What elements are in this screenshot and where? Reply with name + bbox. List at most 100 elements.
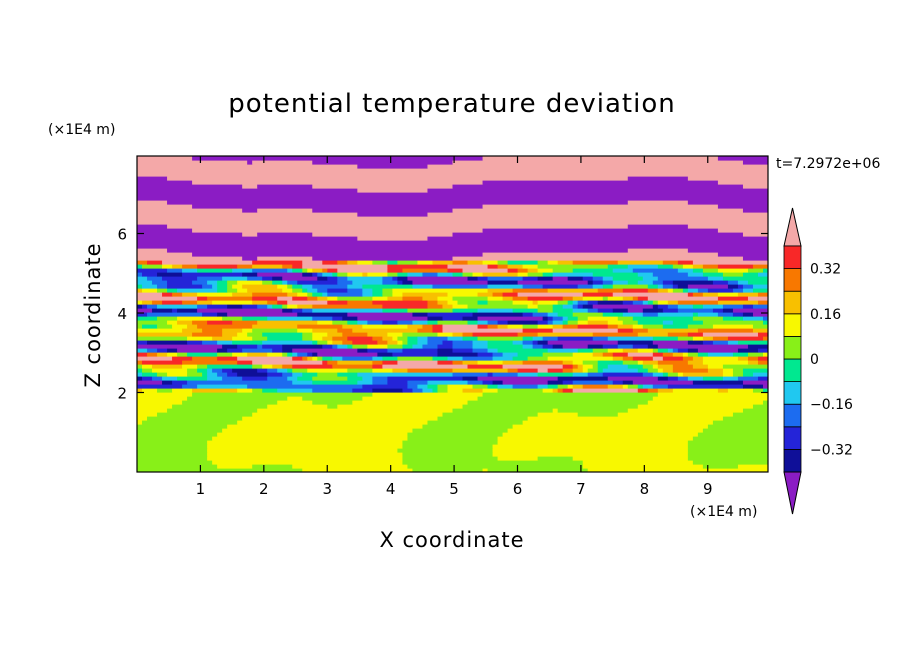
contour-cell bbox=[137, 160, 248, 165]
contour-cell bbox=[407, 432, 504, 437]
contour-cell bbox=[162, 380, 173, 385]
contour-cell bbox=[537, 320, 549, 325]
contour-cell bbox=[387, 296, 404, 301]
x-tick-label: 4 bbox=[386, 480, 396, 498]
contour-cell bbox=[137, 260, 148, 265]
contour-cell bbox=[397, 272, 409, 277]
contour-cell bbox=[227, 312, 298, 317]
contour-cell bbox=[687, 376, 704, 381]
contour-cell bbox=[672, 348, 679, 353]
contour-cell bbox=[362, 292, 373, 297]
colorbar-box bbox=[783, 358, 802, 383]
contour-cell bbox=[597, 360, 624, 365]
contour-cell bbox=[317, 288, 328, 293]
contour-cell bbox=[152, 364, 183, 369]
contour-cell bbox=[447, 388, 464, 393]
contour-cell bbox=[402, 340, 409, 345]
contour-cell bbox=[427, 304, 444, 309]
contour-cell bbox=[487, 284, 524, 289]
contour-cell bbox=[137, 428, 223, 433]
contour-cell bbox=[137, 400, 183, 405]
contour-cell bbox=[257, 408, 454, 413]
contour-cell bbox=[717, 300, 759, 305]
contour-cell bbox=[502, 364, 564, 369]
contour-cell bbox=[137, 232, 243, 237]
contour-cell bbox=[292, 464, 409, 469]
contour-cell bbox=[637, 332, 669, 337]
contour-cell bbox=[137, 228, 193, 233]
contour-cell bbox=[577, 348, 594, 353]
contour-cell bbox=[737, 356, 749, 361]
contour-cell bbox=[327, 340, 333, 345]
contour-cell bbox=[372, 300, 429, 305]
contour-cell bbox=[692, 364, 709, 369]
contour-cell bbox=[267, 300, 278, 305]
contour-cell bbox=[397, 356, 434, 361]
contour-cell bbox=[297, 376, 313, 381]
contour-cell bbox=[232, 292, 253, 297]
contour-cell bbox=[472, 340, 489, 345]
colorbar-max-arrow bbox=[783, 207, 802, 247]
contour-cell bbox=[657, 284, 664, 289]
contour-cell bbox=[422, 296, 439, 301]
contour-cell bbox=[412, 428, 509, 433]
contour-cell bbox=[382, 304, 429, 309]
contour-cell bbox=[587, 372, 604, 377]
contour-cell bbox=[372, 292, 383, 297]
contour-cell bbox=[602, 296, 609, 301]
contour-cell bbox=[147, 340, 188, 345]
contour-cell bbox=[537, 300, 559, 305]
contour-cell bbox=[502, 292, 519, 297]
contour-cell bbox=[567, 316, 579, 321]
contour-cell bbox=[137, 312, 148, 317]
contour-cell bbox=[527, 416, 724, 421]
contour-cell bbox=[137, 168, 768, 173]
contour-cell bbox=[477, 300, 489, 305]
contour-cell bbox=[572, 352, 594, 357]
contour-cell bbox=[462, 388, 484, 393]
contour-cell bbox=[207, 444, 404, 449]
contour-cell bbox=[587, 300, 599, 305]
contour-cell bbox=[572, 300, 579, 305]
contour-cell bbox=[677, 304, 694, 309]
contour-cell bbox=[562, 360, 574, 365]
contour-cell bbox=[367, 272, 388, 277]
contour-cell bbox=[482, 260, 499, 265]
contour-cell bbox=[567, 320, 579, 325]
contour-cell bbox=[137, 420, 143, 425]
contour-cell bbox=[657, 388, 674, 393]
contour-cell bbox=[167, 320, 178, 325]
contour-cell bbox=[387, 264, 449, 269]
contour-cell bbox=[337, 296, 373, 301]
contour-cell bbox=[137, 436, 213, 441]
contour-cell bbox=[542, 344, 554, 349]
contour-cell bbox=[487, 384, 499, 389]
contour-cell bbox=[432, 388, 439, 393]
contour-cell bbox=[312, 352, 318, 357]
contour-cell bbox=[672, 280, 714, 285]
contour-cell bbox=[137, 356, 173, 361]
contour-cell bbox=[677, 268, 694, 273]
contour-cell bbox=[317, 340, 328, 345]
contour-cell bbox=[452, 232, 744, 237]
contour-cell bbox=[242, 256, 258, 261]
contour-cell bbox=[317, 276, 328, 281]
contour-cell bbox=[292, 352, 298, 357]
contour-cell bbox=[602, 372, 644, 377]
contour-cell bbox=[622, 384, 629, 389]
contour-cell bbox=[257, 208, 313, 213]
contour-cell bbox=[272, 364, 283, 369]
contour-cell bbox=[137, 444, 208, 449]
contour-cell bbox=[437, 300, 449, 305]
contour-cell bbox=[252, 268, 288, 273]
contour-cell bbox=[517, 292, 584, 297]
contour-cell bbox=[702, 360, 749, 365]
contour-cell bbox=[427, 164, 768, 169]
contour-cell bbox=[707, 276, 724, 281]
contour-cell bbox=[482, 204, 719, 209]
contour-cell bbox=[267, 316, 313, 321]
contour-cell bbox=[387, 380, 409, 385]
contour-cell bbox=[332, 356, 343, 361]
contour-cell bbox=[197, 304, 208, 309]
contour-cell bbox=[202, 328, 223, 333]
